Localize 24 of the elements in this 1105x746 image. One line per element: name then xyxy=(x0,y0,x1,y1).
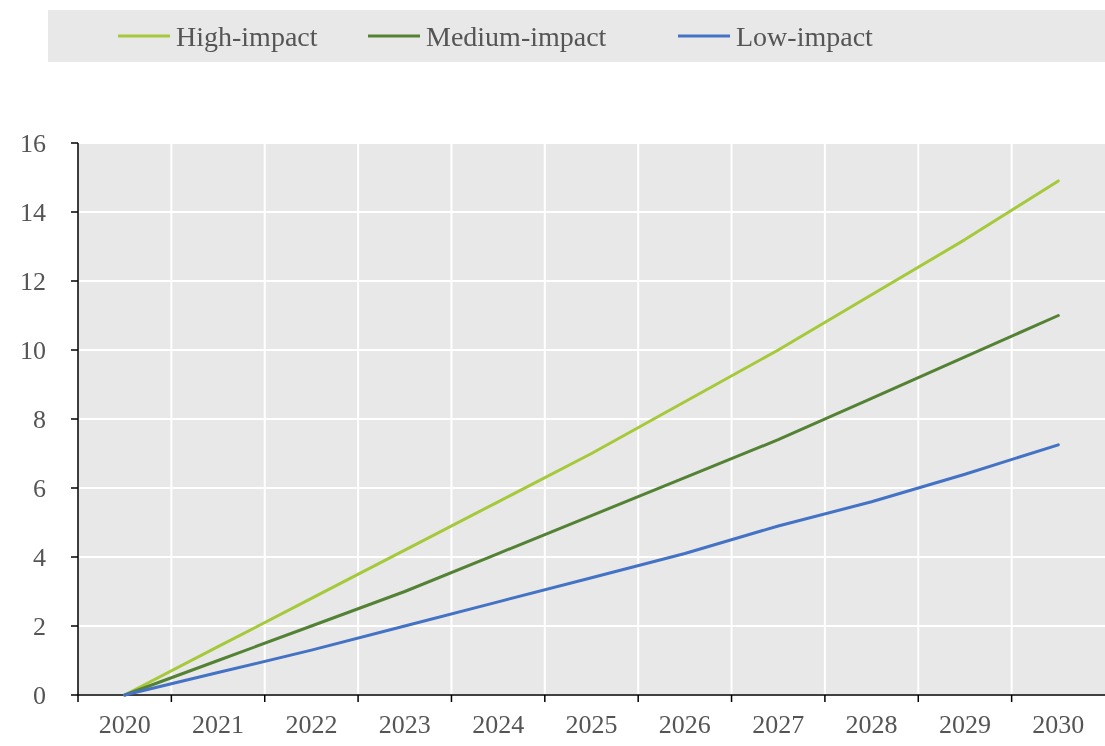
y-tick-label: 16 xyxy=(20,129,46,159)
line-series xyxy=(123,443,1060,697)
x-tick-label: 2020 xyxy=(98,710,151,739)
x-tick-label: 2027 xyxy=(752,710,805,739)
x-tick-label: 2023 xyxy=(378,710,431,739)
y-tick-label: 12 xyxy=(20,267,46,297)
x-tick-label: 2021 xyxy=(192,710,245,739)
x-tick-label: 2024 xyxy=(472,710,525,739)
y-tick-label: 4 xyxy=(33,543,46,573)
x-tick-label: 2022 xyxy=(285,710,338,739)
x-tick-label: 2030 xyxy=(1032,710,1085,739)
legend-label: Medium-impact xyxy=(426,20,607,52)
x-tick-label: 2028 xyxy=(845,710,898,739)
legend-label: Low-impact xyxy=(736,20,874,52)
legend-label: High-impact xyxy=(176,20,318,52)
y-tick-label: 6 xyxy=(33,474,46,504)
x-tick-label: 2025 xyxy=(565,710,618,739)
y-tick-label: 8 xyxy=(33,405,46,435)
y-tick-label: 14 xyxy=(20,198,46,228)
x-tick-label: 2026 xyxy=(658,710,711,739)
x-tick-label: 2029 xyxy=(938,710,991,739)
y-tick-label: 0 xyxy=(33,681,46,711)
y-tick-label: 10 xyxy=(20,336,46,366)
y-tick-label: 2 xyxy=(33,612,46,642)
